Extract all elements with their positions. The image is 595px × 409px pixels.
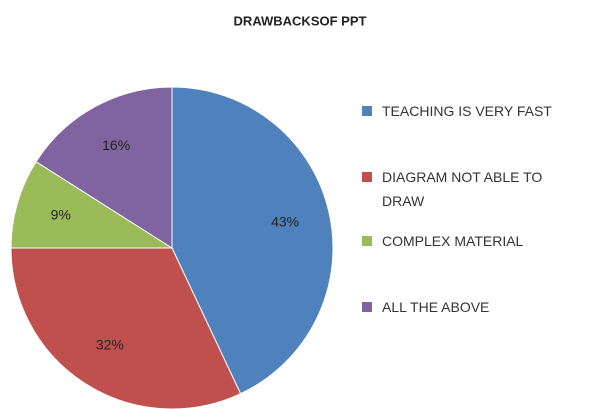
legend-label: TEACHING IS VERY FAST: [382, 103, 552, 119]
legend-swatch: [362, 106, 372, 116]
pie-slice: [171, 86, 334, 395]
pie-slice: [10, 161, 174, 249]
legend-item: DIAGRAM NOT ABLE TO DRAW: [362, 165, 577, 213]
legend-item: TEACHING IS VERY FAST: [362, 99, 577, 123]
data-label: 16%: [102, 137, 130, 153]
legend-item: ALL THE ABOVE: [362, 295, 577, 319]
pie-slice: [10, 247, 242, 409]
data-label: 43%: [271, 213, 299, 229]
data-label: 9%: [51, 206, 71, 222]
legend-label: ALL THE ABOVE: [382, 299, 490, 315]
chart-title: DRAWBACKSOF PPT: [234, 13, 367, 28]
legend-swatch: [362, 236, 372, 246]
data-label: 32%: [96, 337, 124, 353]
legend-label: DIAGRAM NOT ABLE TO DRAW: [382, 169, 543, 209]
legend-label: COMPLEX MATERIAL: [382, 233, 524, 249]
legend-swatch: [362, 302, 372, 312]
legend-item: COMPLEX MATERIAL: [362, 229, 577, 253]
pie-slice: [35, 86, 173, 249]
legend-swatch: [362, 172, 372, 182]
